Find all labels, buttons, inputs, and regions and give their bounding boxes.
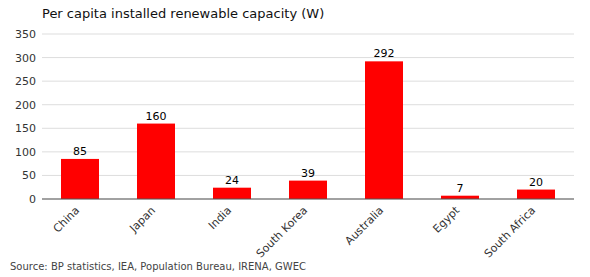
bar bbox=[289, 181, 327, 199]
grid-line bbox=[42, 81, 574, 82]
bar bbox=[213, 188, 251, 199]
x-tick-label: Egypt bbox=[430, 203, 462, 235]
data-label: 160 bbox=[146, 110, 167, 123]
x-tick-label: South Korea bbox=[254, 204, 310, 260]
data-label: 20 bbox=[529, 176, 543, 189]
bar bbox=[517, 190, 555, 199]
grid-line bbox=[42, 199, 574, 200]
grid-line bbox=[42, 151, 574, 152]
y-tick-label: 100 bbox=[15, 146, 36, 159]
y-tick-label: 0 bbox=[29, 193, 36, 206]
y-tick-label: 200 bbox=[15, 99, 36, 112]
y-tick-label: 300 bbox=[15, 52, 36, 65]
y-tick-label: 150 bbox=[15, 122, 36, 135]
x-tick-label: Australia bbox=[343, 204, 387, 248]
x-tick-label: South Africa bbox=[482, 204, 538, 260]
grid-line bbox=[42, 104, 574, 105]
bars bbox=[61, 61, 555, 199]
grid-line bbox=[42, 57, 574, 58]
grid-line bbox=[42, 34, 574, 35]
grid bbox=[42, 34, 574, 199]
bar bbox=[61, 159, 99, 199]
grid-line bbox=[42, 128, 574, 129]
y-tick-label: 350 bbox=[15, 28, 36, 41]
bar bbox=[365, 61, 403, 199]
x-axis-line bbox=[42, 199, 574, 200]
chart-svg: Per capita installed renewable capacity … bbox=[0, 0, 590, 277]
data-label: 24 bbox=[225, 174, 239, 187]
data-label: 85 bbox=[73, 145, 87, 158]
chart-container: Per capita installed renewable capacity … bbox=[0, 0, 590, 277]
x-tick-label: Japan bbox=[127, 204, 159, 236]
y-tick-label: 50 bbox=[22, 169, 36, 182]
y-tick-label: 250 bbox=[15, 75, 36, 88]
x-tick-label: China bbox=[51, 204, 82, 235]
bar bbox=[137, 124, 175, 199]
x-tick-label: India bbox=[206, 204, 234, 232]
data-label: 7 bbox=[457, 182, 464, 195]
source-note: Source: BP statistics, IEA, Population B… bbox=[10, 261, 306, 272]
title: Per capita installed renewable capacity … bbox=[42, 6, 324, 21]
data-label: 292 bbox=[374, 47, 395, 60]
data-label: 39 bbox=[301, 167, 315, 180]
